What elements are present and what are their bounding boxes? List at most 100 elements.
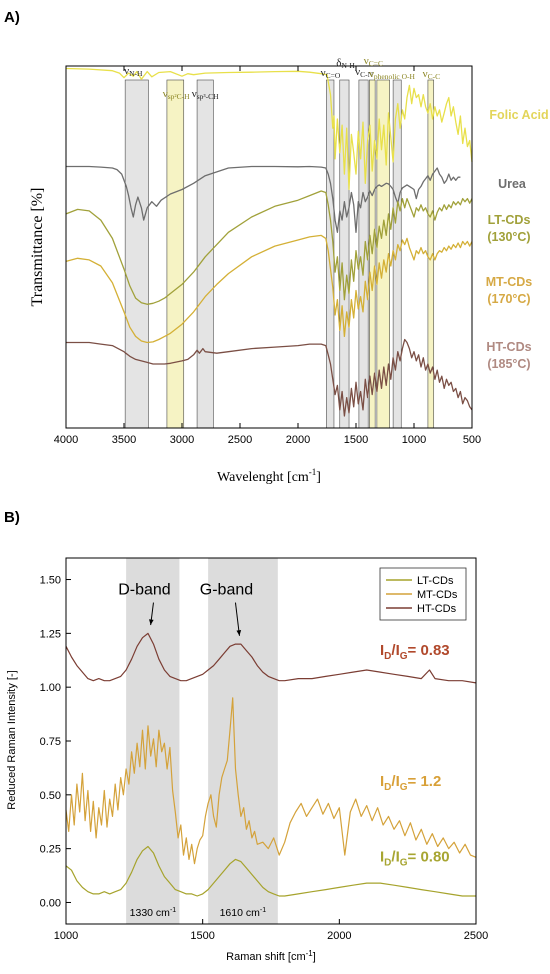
ratio-sub-g: G: [400, 782, 408, 793]
x-tick-label: 1000: [402, 434, 426, 446]
panel-a-x-title: Wavelenght [cm-1]: [217, 467, 321, 485]
ratio-slash: /I: [391, 642, 399, 659]
x-tick-label: 500: [463, 434, 481, 446]
band-position-main: 1330 cm: [130, 907, 171, 919]
peak-label: νC-N: [355, 66, 373, 79]
ratio-sub-d: D: [384, 651, 391, 662]
series-line-lt-cds: [65, 190, 473, 305]
ratio-sub-d: D: [384, 782, 391, 793]
ftir-band: [124, 79, 149, 429]
peak-subscript: N-H: [341, 61, 355, 70]
peak-symbol: δ: [336, 57, 341, 69]
band-position-label: 1610 cm-1: [220, 907, 267, 919]
y-tick-label: 1.00: [40, 682, 61, 694]
band-arrow-head: [236, 630, 242, 636]
peak-label: νC=C: [364, 55, 383, 68]
y-tick-label: 1.25: [40, 628, 61, 640]
ratio-value: = 0.83: [408, 642, 450, 659]
peak-symbol: ν: [124, 65, 129, 77]
band-arrow-head: [149, 619, 154, 626]
peak-symbol: ν: [423, 68, 428, 80]
band-position-sup: -1: [170, 907, 176, 914]
peak-symbol: ν: [355, 66, 360, 78]
panel-a-bands: [124, 79, 435, 429]
peak-label: νphenolic O-H: [369, 68, 416, 81]
x-title-end: ]: [313, 951, 316, 963]
legend-entry: HT-CDs: [417, 603, 457, 615]
peak-symbol: ν: [321, 67, 326, 79]
peak-subscript: sp²C-H: [168, 92, 190, 101]
ratio-i: I: [380, 773, 384, 790]
panel-a-label: A): [4, 9, 20, 26]
band-arrow: [234, 602, 240, 636]
raman-band: [208, 558, 278, 924]
legend-entry: MT-CDs: [486, 275, 533, 289]
peak-label: νsp³-CH: [192, 88, 219, 101]
band-position-label: 1330 cm-1: [130, 907, 177, 919]
peak-subscript: C-C: [428, 72, 441, 81]
peak-label: νN-H: [124, 65, 143, 78]
peak-subscript: C=O: [326, 71, 341, 80]
panel-b-ticks: 1000 1500 2000 2500 0.00 0.25 0.50 0.75 1.00 1.25…: [40, 575, 489, 942]
id-ig-ratio: ID/IG= 0.83: [380, 642, 450, 662]
y-tick-label: 0.25: [40, 844, 61, 856]
peak-label: νC=O: [321, 67, 341, 80]
series-line-ht-cds: [65, 632, 477, 684]
peak-label: νC-C: [423, 68, 441, 81]
ftir-band: [196, 79, 214, 429]
peak-label: νsp²C-H: [163, 88, 190, 101]
ratio-value: = 1.2: [408, 773, 442, 790]
band-position-main: 1610 cm: [220, 907, 261, 919]
ratio-slash: /I: [391, 773, 399, 790]
band-position-sup: -1: [260, 907, 266, 914]
x-tick-label: 2500: [464, 930, 488, 942]
legend-entry: LT-CDs: [417, 575, 454, 587]
y-tick-label: 0.00: [40, 897, 61, 909]
x-tick-label: 3500: [112, 434, 136, 446]
ratio-sub-g: G: [400, 858, 408, 869]
peak-symbol: ν: [192, 88, 197, 100]
ratio-sub-d: D: [384, 858, 391, 869]
x-title-main: Raman shift [cm: [226, 951, 305, 963]
x-tick-label: 3000: [170, 434, 194, 446]
x-tick-label: 1500: [190, 930, 214, 942]
panel-b-series: [65, 632, 477, 897]
panel-a-y-title: Transmittance [%]: [29, 188, 46, 307]
panel-b: B) 1000 1500 2000 2500 0.00 0.25 0.50 0.75 1.00 1.…: [4, 509, 488, 963]
x-tick-label: 2000: [327, 930, 351, 942]
x-title-end: ]: [316, 470, 321, 485]
series-line-ht-cds: [66, 338, 473, 417]
legend-entry: (185°C): [487, 357, 530, 371]
legend-entry: HT-CDs: [486, 340, 531, 354]
panel-b-legend: LT-CDs MT-CDs HT-CDs: [379, 567, 467, 621]
y-tick-label: 0.75: [40, 736, 61, 748]
peak-subscript: C=C: [369, 59, 383, 68]
peak-subscript: C-N: [360, 70, 374, 79]
peak-symbol: ν: [369, 68, 374, 80]
x-tick-label: 2500: [228, 434, 252, 446]
band-label: D-band: [118, 582, 170, 599]
panel-a-series: [65, 67, 473, 417]
x-tick-label: 2000: [286, 434, 310, 446]
x-tick-label: 1500: [344, 434, 368, 446]
peak-subscript: N-H: [129, 69, 143, 78]
series-line-folic: [65, 67, 473, 191]
legend-entry: (170°C): [487, 292, 530, 306]
ftir-band: [166, 79, 185, 429]
panel-a-x-ticks: 4000 3500 3000 2500 2000 1500 1000 500: [54, 66, 481, 446]
panel-b-y-title: Reduced Raman Intensity [-]: [6, 670, 18, 809]
ratio-i: I: [380, 642, 384, 659]
panel-a-frame: [65, 65, 473, 429]
peak-symbol: ν: [163, 88, 168, 100]
panel-b-label: B): [4, 509, 20, 526]
peak-symbol: ν: [364, 55, 369, 67]
peak-subscript: phenolic O-H: [374, 72, 416, 81]
x-title-main: Wavelenght [cm: [217, 470, 309, 485]
series-line-lt-cds: [65, 845, 476, 897]
ratio-sub-g: G: [400, 651, 408, 662]
